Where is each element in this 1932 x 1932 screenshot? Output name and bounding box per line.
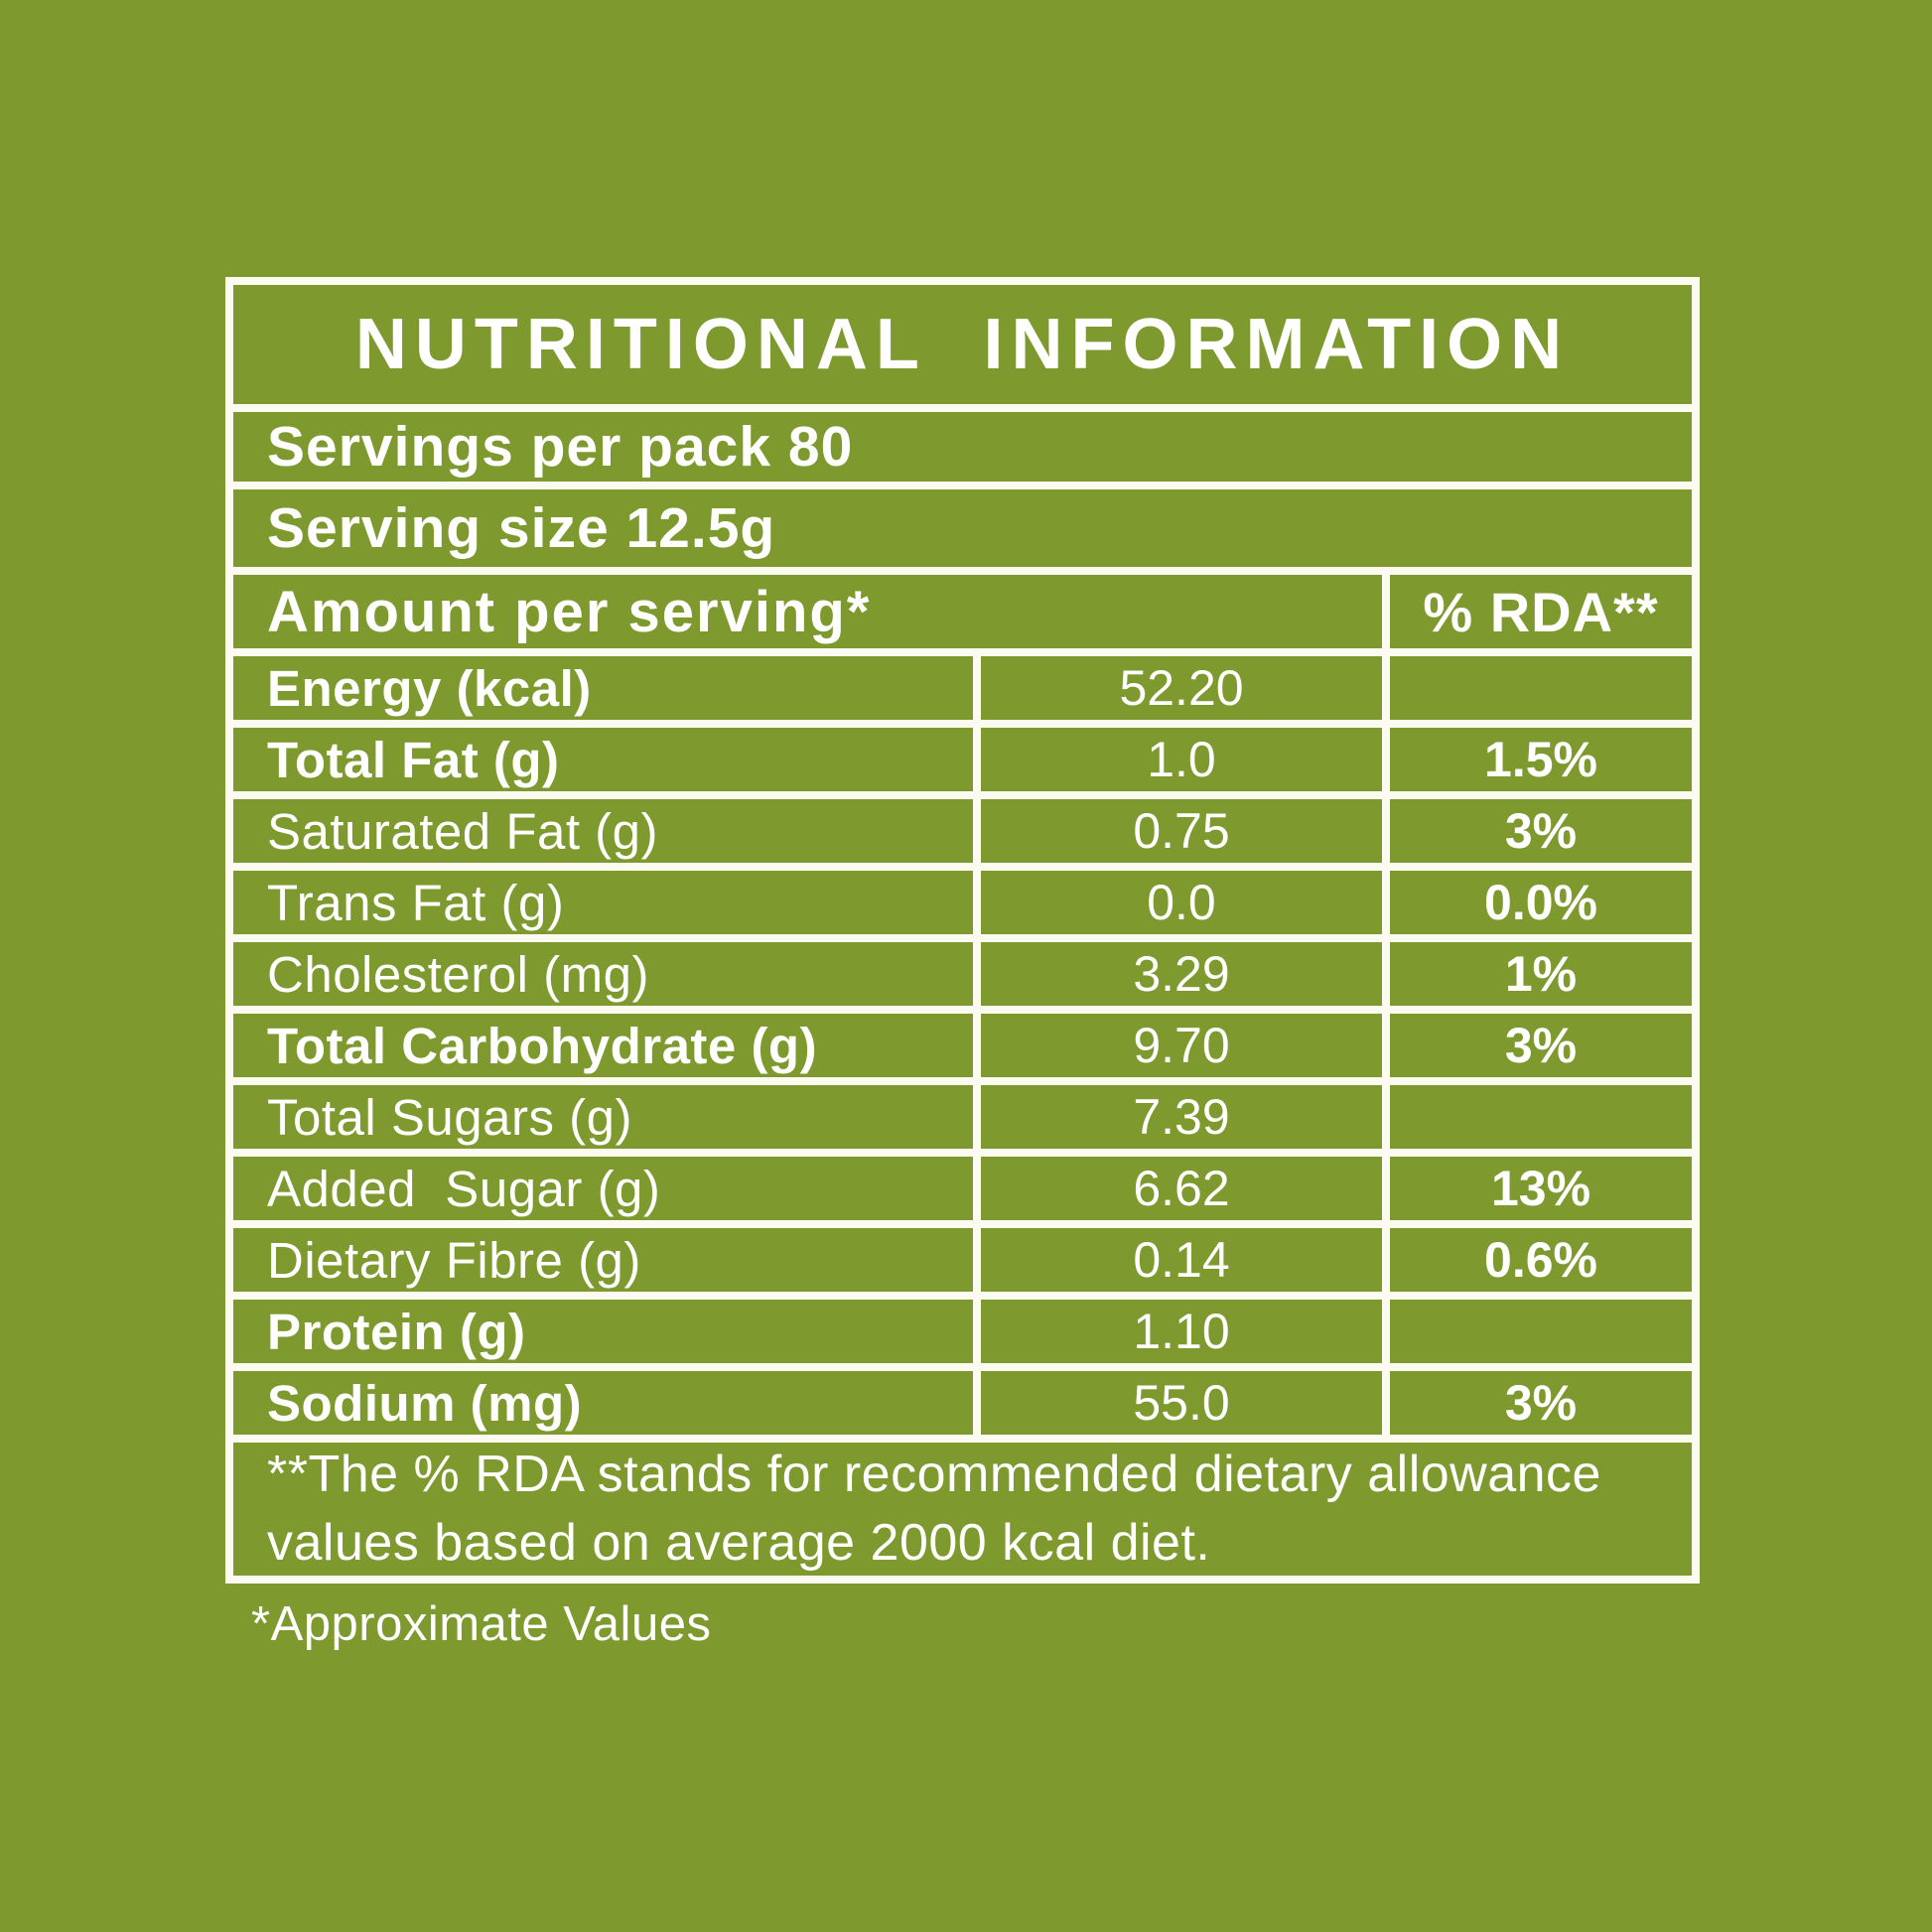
row-rda-value: 0.0% (1390, 871, 1692, 934)
row-nutrient-label: Trans Fat (g) (233, 871, 973, 934)
servings-per-pack-row: Servings per pack 80 (233, 412, 1692, 482)
row-nutrient-label: Sodium (mg) (233, 1371, 973, 1435)
row-nutrient-label: Total Sugars (g) (233, 1085, 973, 1149)
row-amount-value: 9.70 (981, 1014, 1382, 1077)
row-rda-value: 3% (1390, 799, 1692, 863)
row-rda-value: 3% (1390, 1371, 1692, 1435)
row-amount-value: 1.10 (981, 1300, 1382, 1363)
row-amount-value: 52.20 (981, 656, 1382, 720)
row-rda-value: 0.6% (1390, 1228, 1692, 1292)
column-header-amount-per-serving: Amount per serving* (233, 575, 1382, 648)
row-rda-value: 13% (1390, 1157, 1692, 1220)
row-rda-value: 1% (1390, 942, 1692, 1006)
row-amount-value: 0.0 (981, 871, 1382, 934)
row-nutrient-label: Total Fat (g) (233, 728, 973, 791)
serving-size-row: Serving size 12.5g (233, 489, 1692, 567)
row-amount-value: 6.62 (981, 1157, 1382, 1220)
row-amount-value: 0.75 (981, 799, 1382, 863)
row-nutrient-label: Saturated Fat (g) (233, 799, 973, 863)
row-amount-value: 1.0 (981, 728, 1382, 791)
row-rda-value (1390, 656, 1692, 720)
row-nutrient-label: Cholesterol (mg) (233, 942, 973, 1006)
row-amount-value: 3.29 (981, 942, 1382, 1006)
row-rda-value: 1.5% (1390, 728, 1692, 791)
nutrition-table: NUTRITIONAL INFORMATION Servings per pac… (225, 277, 1700, 1584)
row-nutrient-label: Added Sugar (g) (233, 1157, 973, 1220)
row-rda-value: 3% (1390, 1014, 1692, 1077)
row-rda-value (1390, 1085, 1692, 1149)
row-rda-value (1390, 1300, 1692, 1363)
row-nutrient-label: Protein (g) (233, 1300, 973, 1363)
rda-footnote: **The % RDA stands for recommended dieta… (233, 1443, 1692, 1576)
column-header-rda: % RDA** (1390, 575, 1692, 648)
table-title: NUTRITIONAL INFORMATION (233, 285, 1692, 404)
row-amount-value: 55.0 (981, 1371, 1382, 1435)
row-nutrient-label: Energy (kcal) (233, 656, 973, 720)
row-amount-value: 0.14 (981, 1228, 1382, 1292)
row-amount-value: 7.39 (981, 1085, 1382, 1149)
approximate-values-note: *Approximate Values (251, 1597, 712, 1651)
row-nutrient-label: Dietary Fibre (g) (233, 1228, 973, 1292)
row-nutrient-label: Total Carbohydrate (g) (233, 1014, 973, 1077)
